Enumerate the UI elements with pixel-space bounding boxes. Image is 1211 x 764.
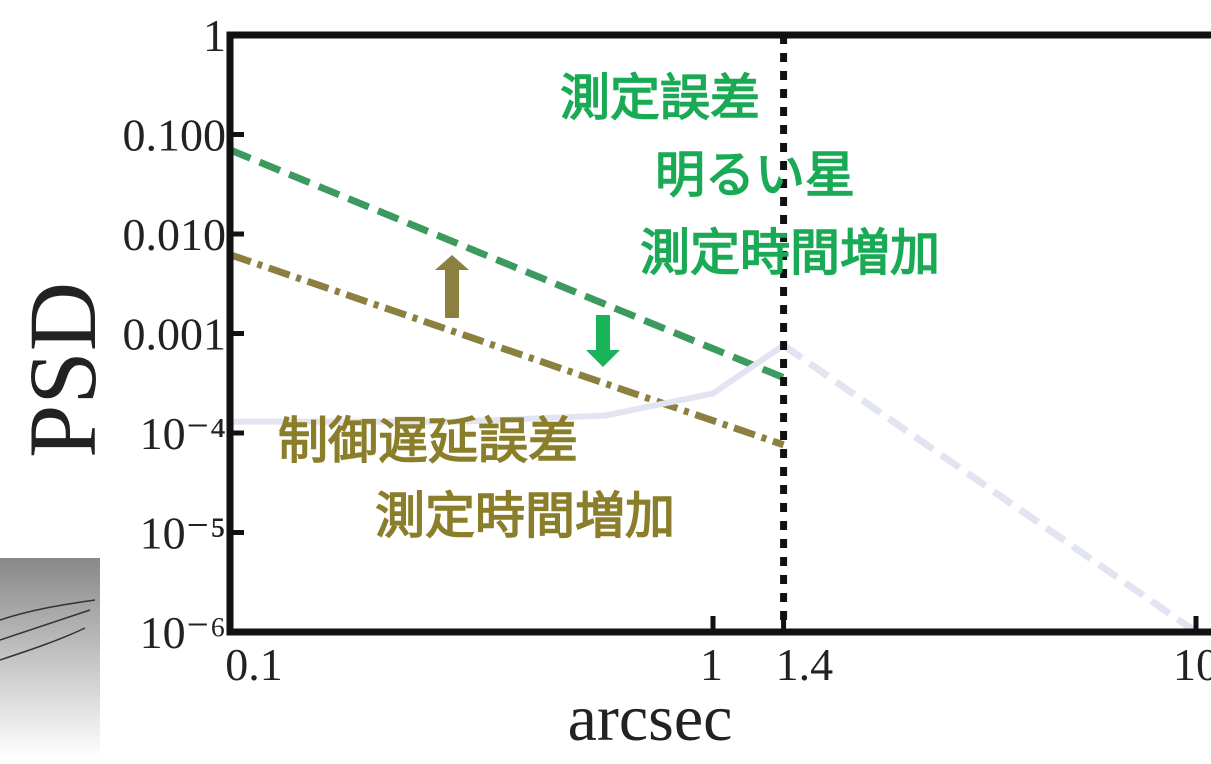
y-tick-label: 10⁻⁴ <box>140 408 226 459</box>
y-tick-label: 10⁻⁶ <box>140 607 226 658</box>
series-line <box>228 251 785 449</box>
cropped-image-lines <box>0 599 96 661</box>
series-line <box>781 342 1198 635</box>
series-line <box>230 342 786 425</box>
y-tick-label: 10⁻⁵ <box>140 508 226 559</box>
x-tick-label: 0.1 <box>225 639 283 690</box>
x-tick-label: 1.4 <box>776 639 834 690</box>
series-line <box>228 146 785 381</box>
cropped-image <box>0 558 100 758</box>
annotation: 測定誤差 <box>560 69 760 127</box>
up-arrow <box>435 255 469 318</box>
annotation: 測定時間増加 <box>640 224 940 282</box>
x-axis-title: arcsec <box>568 682 733 755</box>
y-tick-label: 1 <box>203 10 226 61</box>
y-tick-label: 0.010 <box>123 209 227 260</box>
annotation: 測定時間増加 <box>375 487 675 545</box>
y-tick-label: 0.001 <box>123 309 227 360</box>
annotation: 明るい星 <box>655 146 855 204</box>
x-tick-label: 10 <box>1173 639 1211 690</box>
down-arrow <box>586 315 620 367</box>
y-axis-title: PSD <box>9 282 116 458</box>
annotation: 制御遅延誤差 <box>278 412 578 470</box>
x-tick-label: 1 <box>700 639 723 690</box>
y-tick-label: 0.100 <box>123 110 227 161</box>
